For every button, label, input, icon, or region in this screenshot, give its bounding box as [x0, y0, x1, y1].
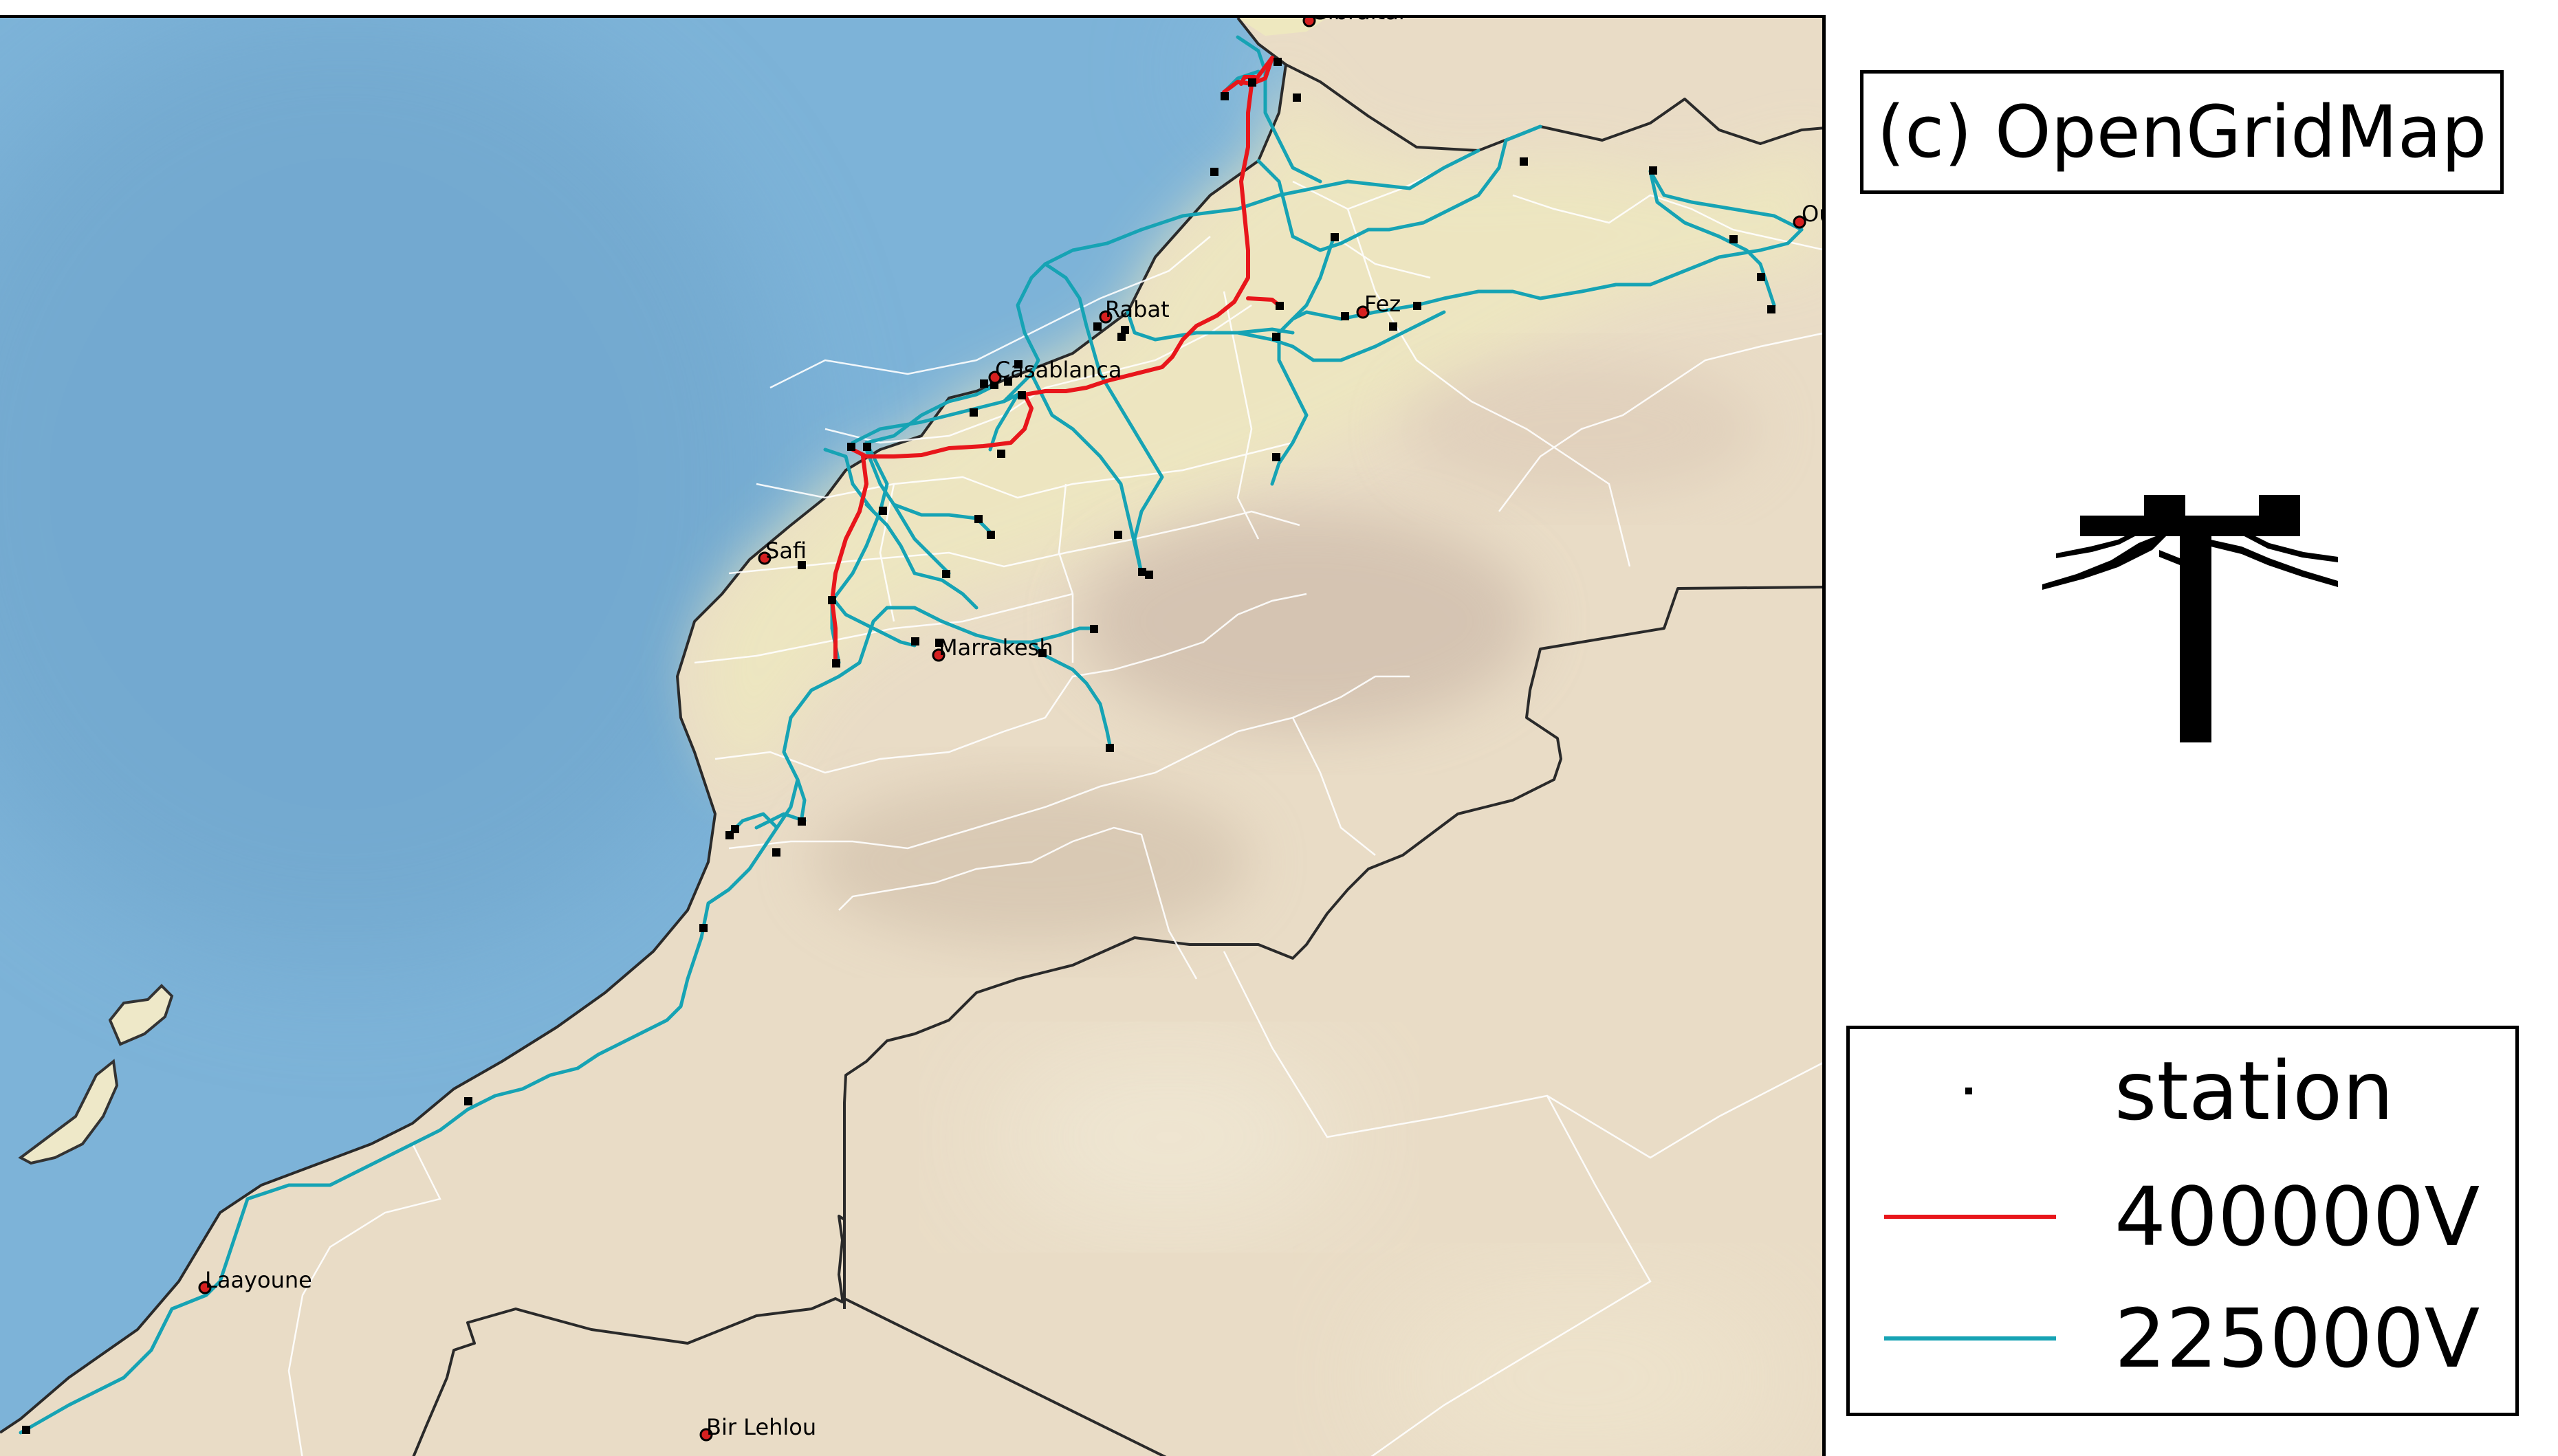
- legend: station 400000V 225000V: [1846, 1026, 2519, 1416]
- map-view[interactable]: Gibraltar Rabat Fez Casablanca Safi Marr…: [0, 15, 1826, 1456]
- city-label-bir-lehlou: Bir Lehlou: [706, 1414, 816, 1440]
- region-boundaries: [287, 166, 1822, 1456]
- lines-225kv: [19, 35, 1804, 1435]
- line-225kv-swatch: [1884, 1336, 2056, 1341]
- sea-shade: [0, 18, 791, 965]
- lines-400kv: [830, 56, 1281, 665]
- city-label-oujda: Ou: [1802, 201, 1826, 227]
- city-label-casablanca: Casablanca: [995, 357, 1122, 383]
- city-label-laayoune: Laayoune: [205, 1267, 312, 1293]
- island: [18, 984, 174, 1165]
- legend-item-225kv: 225000V: [1850, 1287, 2515, 1390]
- city-label-safi: Safi: [765, 538, 807, 564]
- legend-label: station: [2114, 1044, 2394, 1138]
- line-400kv-swatch: [1884, 1215, 2056, 1219]
- city-label-gibraltar: Gibraltar: [1311, 18, 1408, 25]
- power-pylon-icon: [2042, 495, 2338, 742]
- credit-label: (c) OpenGridMap: [1860, 70, 2504, 194]
- borders: [0, 18, 1822, 1456]
- legend-label: 225000V: [2114, 1291, 2480, 1386]
- legend-label: 400000V: [2114, 1169, 2480, 1264]
- city-label-rabat: Rabat: [1105, 296, 1170, 322]
- legend-item-400kv: 400000V: [1850, 1165, 2515, 1268]
- city-markers: [198, 18, 1806, 1442]
- legend-item-station: station: [1850, 1039, 2515, 1143]
- stations: [22, 58, 1775, 1434]
- city-label-marrakesh: Marrakesh: [939, 635, 1053, 661]
- station-marker-icon: [1965, 1088, 1972, 1094]
- map-canvas[interactable]: Gibraltar Rabat Fez Casablanca Safi Marr…: [0, 18, 1826, 1456]
- city-label-fez: Fez: [1364, 291, 1401, 317]
- city-labels: Gibraltar Rabat Fez Casablanca Safi Marr…: [205, 18, 1826, 1440]
